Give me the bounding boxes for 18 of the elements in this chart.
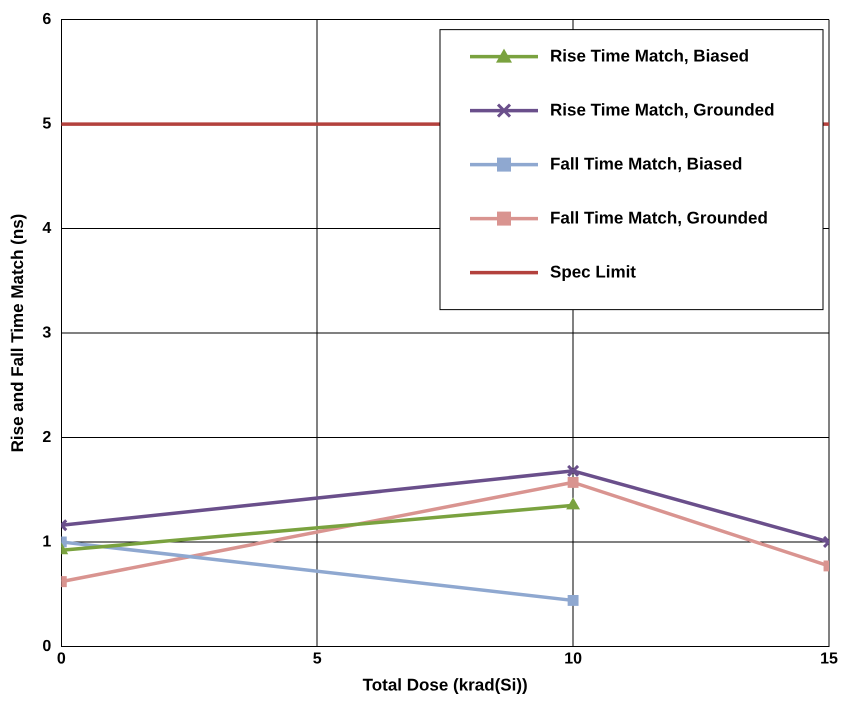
legend-label: Fall Time Match, Biased <box>550 154 742 174</box>
legend-label: Fall Time Match, Grounded <box>550 208 768 228</box>
x-tick-label: 0 <box>56 650 66 668</box>
y-tick-label: 3 <box>42 324 52 342</box>
y-tick-label: 6 <box>42 11 52 28</box>
y-tick-label: 4 <box>42 220 52 237</box>
y-tick-label: 1 <box>42 533 52 550</box>
x-tick-label: 10 <box>564 650 582 668</box>
x-tick-label: 5 <box>312 650 322 668</box>
x-tick-label: 15 <box>820 650 838 668</box>
legend-label: Spec Limit <box>550 262 636 282</box>
y-tick-label: 0 <box>42 638 52 655</box>
legend-label: Rise Time Match, Grounded <box>550 100 775 120</box>
legend-label: Rise Time Match, Biased <box>550 46 750 66</box>
y-axis-title: Rise and Fall Time Match (ns) <box>8 214 27 452</box>
y-tick-label: 5 <box>42 115 52 132</box>
x-axis-title: Total Dose (krad(Si)) <box>362 675 528 694</box>
y-tick-label: 2 <box>42 428 52 446</box>
